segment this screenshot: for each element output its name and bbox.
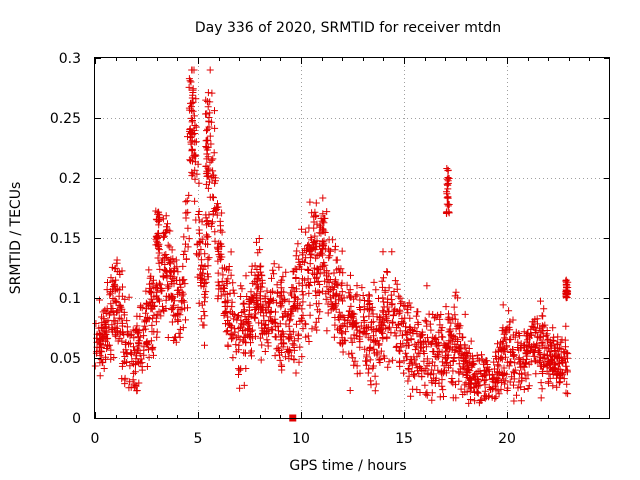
x-tick-labels: 0 5 10 15 20 bbox=[91, 431, 516, 447]
scatter-points bbox=[91, 66, 572, 407]
y-tick-label: 0.3 bbox=[59, 51, 81, 67]
grid-layer bbox=[95, 58, 610, 418]
y-tick-labels: 0 0.05 0.1 0.15 0.2 0.25 0.3 bbox=[50, 51, 81, 427]
y-tick-label: 0 bbox=[72, 411, 81, 427]
y-tick-label: 0.15 bbox=[50, 231, 81, 247]
x-tick-label: 5 bbox=[194, 431, 203, 447]
x-tick-label: 15 bbox=[395, 431, 413, 447]
y-tick-label: 0.25 bbox=[50, 111, 81, 127]
x-tick-label: 10 bbox=[292, 431, 310, 447]
data-points bbox=[91, 66, 572, 422]
x-axis-label: GPS time / hours bbox=[289, 458, 406, 474]
y-tick-label: 0.05 bbox=[50, 351, 81, 367]
y-tick-label: 0.2 bbox=[59, 171, 81, 187]
x-tick-label: 0 bbox=[91, 431, 100, 447]
axis-ticks bbox=[95, 58, 610, 419]
y-axis-label: SRMTID / TECUs bbox=[8, 182, 24, 295]
y-tick-label: 0.1 bbox=[59, 291, 81, 307]
chart-title: Day 336 of 2020, SRMTID for receiver mtd… bbox=[195, 20, 501, 36]
x-tick-label: 20 bbox=[498, 431, 516, 447]
